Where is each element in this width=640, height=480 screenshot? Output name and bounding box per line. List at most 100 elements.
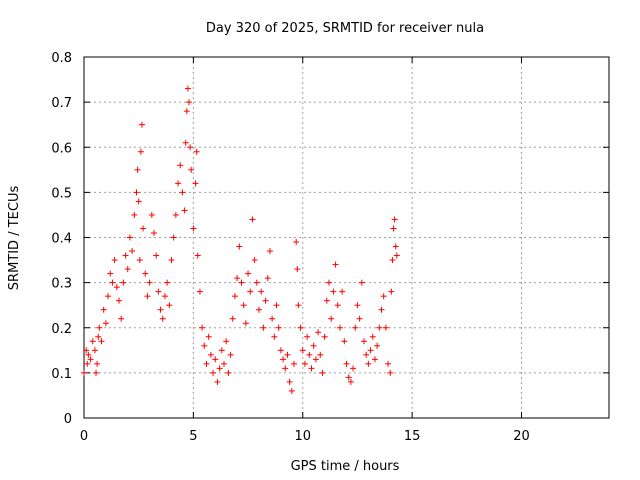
data-point <box>218 347 225 354</box>
data-point <box>312 356 319 363</box>
data-points <box>81 85 400 394</box>
data-point <box>177 162 184 169</box>
data-point <box>85 351 92 358</box>
data-point <box>371 356 378 363</box>
data-point <box>181 207 188 214</box>
data-point <box>245 270 252 277</box>
data-point <box>105 293 112 300</box>
data-point <box>323 297 330 304</box>
data-point <box>168 257 175 264</box>
data-point <box>238 279 245 286</box>
data-point <box>153 252 160 259</box>
data-point <box>84 360 91 367</box>
data-point <box>374 342 381 349</box>
data-point <box>242 320 249 327</box>
data-point <box>247 288 254 295</box>
data-point <box>350 365 357 372</box>
data-point <box>317 351 324 358</box>
data-point <box>369 333 376 340</box>
data-point <box>288 387 295 394</box>
data-point <box>284 351 291 358</box>
data-point <box>352 324 359 331</box>
data-point <box>157 306 164 313</box>
data-point <box>258 288 265 295</box>
data-point <box>227 351 234 358</box>
data-point <box>249 216 256 223</box>
data-point <box>271 333 278 340</box>
data-point <box>87 356 94 363</box>
grid-lines <box>84 57 609 418</box>
data-point <box>256 306 262 313</box>
data-point <box>380 293 387 300</box>
data-point <box>159 315 166 322</box>
data-point <box>343 360 350 367</box>
y-tick-label: 0.6 <box>51 141 72 156</box>
data-point <box>275 324 282 331</box>
data-point <box>175 180 182 187</box>
data-point <box>223 338 230 345</box>
data-point <box>216 365 223 372</box>
data-point <box>93 369 100 376</box>
data-point <box>138 121 145 128</box>
data-point <box>96 324 103 331</box>
data-point <box>142 270 149 277</box>
data-point <box>264 275 271 282</box>
data-point <box>240 302 247 309</box>
data-point <box>332 261 339 268</box>
data-point <box>212 356 219 363</box>
data-point <box>358 279 365 286</box>
y-tick-label: 0.1 <box>51 367 72 382</box>
data-point <box>306 351 313 358</box>
data-point <box>102 320 109 327</box>
data-point <box>136 257 143 264</box>
data-point <box>118 315 125 322</box>
data-point <box>391 216 398 223</box>
data-point <box>221 360 227 367</box>
data-point <box>95 333 102 340</box>
axis-ticks: 0 0.1 0.2 0.3 0.4 0.5 0.6 0.7 0.8 0 5 10 15 20 <box>51 51 609 444</box>
data-point <box>361 338 367 345</box>
data-point <box>328 315 335 322</box>
data-point <box>214 378 221 385</box>
data-point <box>336 324 343 331</box>
data-point <box>225 369 232 376</box>
data-point <box>319 369 326 376</box>
data-point <box>135 198 142 205</box>
x-tick-label: 15 <box>404 429 421 444</box>
data-point <box>116 297 122 304</box>
data-point <box>166 302 173 309</box>
data-point <box>172 211 179 218</box>
data-point <box>310 342 317 349</box>
data-point <box>286 378 293 385</box>
data-point <box>170 234 177 241</box>
data-point <box>205 333 212 340</box>
data-point <box>146 279 153 286</box>
data-point <box>308 365 315 372</box>
data-point <box>347 378 354 385</box>
data-point <box>304 333 311 340</box>
data-point <box>133 189 140 196</box>
data-point <box>199 324 206 331</box>
data-point <box>94 360 101 367</box>
data-point <box>194 252 201 259</box>
data-point <box>251 257 258 264</box>
data-point <box>231 293 238 300</box>
data-point <box>389 257 396 264</box>
data-point <box>299 347 306 354</box>
y-tick-label: 0 <box>64 412 72 427</box>
data-point <box>122 252 129 259</box>
data-point <box>186 99 192 106</box>
data-point <box>392 243 399 250</box>
data-point <box>365 360 372 367</box>
data-point <box>269 315 276 322</box>
x-tick-label: 5 <box>189 429 197 444</box>
data-point <box>388 288 395 295</box>
y-tick-label: 0.5 <box>51 186 72 201</box>
data-point <box>210 369 217 376</box>
data-point <box>382 324 389 331</box>
data-point <box>134 166 141 173</box>
data-point <box>188 166 195 173</box>
x-tick-label: 0 <box>80 429 88 444</box>
data-point <box>297 324 304 331</box>
